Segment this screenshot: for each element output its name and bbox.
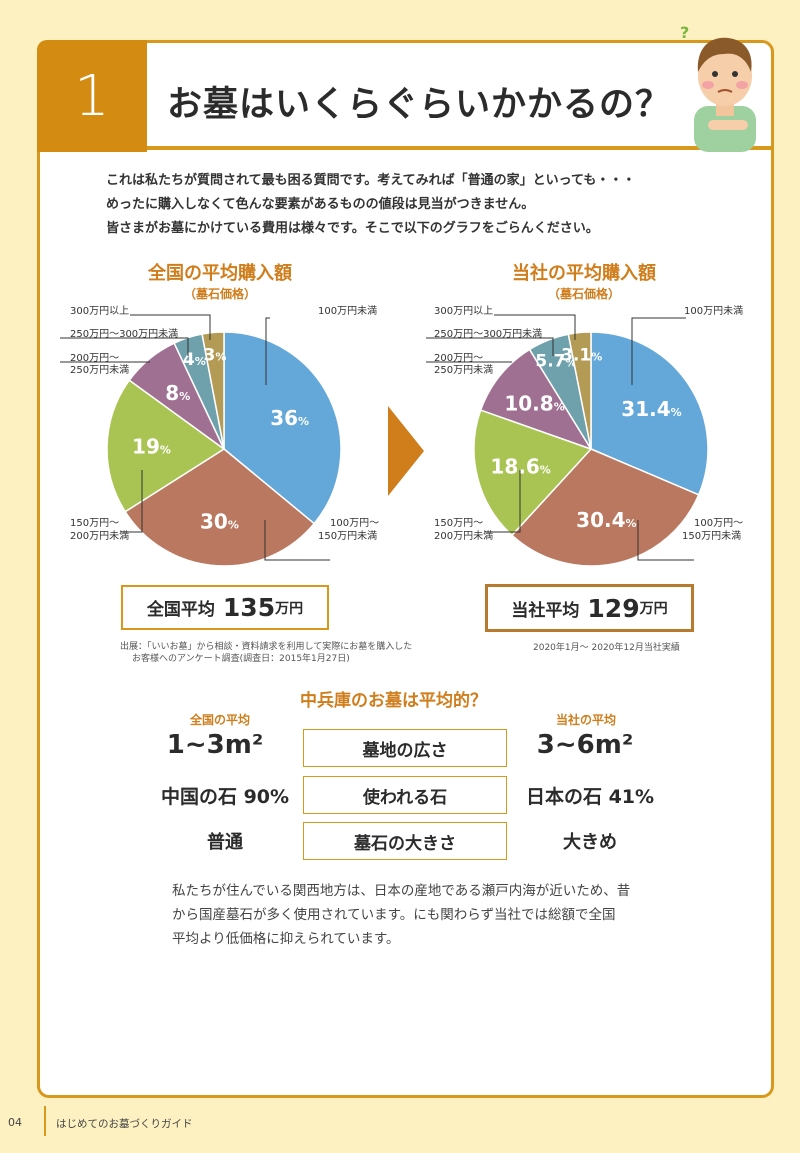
- legend-200b: 250万円未満: [434, 365, 494, 376]
- legend-100: 100万円未満: [684, 306, 744, 317]
- legend-150b: 200万円未満: [434, 531, 494, 542]
- closing-line: から国産墓石が多く使用されています。にも関わらず当社では総額で全国: [172, 907, 616, 923]
- row-label-size: 墓石の大きさ: [303, 822, 507, 860]
- legend-100a: 100万円〜: [330, 518, 380, 529]
- national-chart-title: 全国の平均購入額: [148, 263, 292, 284]
- closing-line: 平均より低価格に抑えられています。: [172, 931, 400, 947]
- intro-text: これは私たちが質問されて最も困る質問です。考えてみれば「普通の家」といっても・・…: [106, 169, 706, 241]
- legend-150b: 200万円未満: [70, 531, 130, 542]
- closing-text: 私たちが住んでいる関西地方は、日本の産地である瀬戸内海が近いため、昔 から国産墓…: [172, 879, 662, 951]
- title-underline: [147, 146, 774, 150]
- legend-100b: 150万円未満: [682, 531, 742, 542]
- national-source-note-2: お客様へのアンケート調査(調査日：2015年1月27日): [132, 654, 350, 664]
- company-size: 大きめ: [563, 832, 617, 853]
- company-chart-title: 当社の平均購入額: [512, 263, 656, 284]
- company-average-label: 当社平均: [511, 600, 580, 621]
- closing-line: 私たちが住んでいる関西地方は、日本の産地である瀬戸内海が近いため、昔: [172, 883, 631, 899]
- legend-100a: 100万円〜: [694, 518, 744, 529]
- national-average-value: 135: [222, 593, 276, 622]
- national-source-note: 出展：「いいお墓」から相談・資料請求を利用して実際にお墓を購入した: [120, 642, 413, 652]
- company-average-unit: 万円: [639, 601, 668, 617]
- national-average-unit: 万円: [275, 600, 304, 617]
- row-label-plot-size: 墓地の広さ: [303, 729, 507, 767]
- national-plot-size: 1~3m²: [166, 730, 264, 760]
- section-header: 1 お墓はいくらぐらいかかるの？: [37, 40, 774, 152]
- row-label-stone: 使われる石: [303, 776, 507, 814]
- legend-250: 250万円〜300万円未満: [434, 329, 543, 340]
- legend-100b: 150万円未満: [318, 531, 378, 542]
- legend-150a: 150万円〜: [70, 518, 120, 529]
- footer-title: はじめてのお墓づくりガイド: [56, 1118, 193, 1130]
- national-stone: 中国の石 90%: [160, 786, 290, 808]
- comparison-title: 中兵庫のお墓は平均的？: [300, 691, 487, 711]
- legend-250: 250万円〜300万円未満: [70, 329, 179, 340]
- national-column-head: 全国の平均: [190, 713, 251, 727]
- page-title: お墓はいくらぐらいかかるの？: [167, 85, 672, 125]
- company-column-head: 当社の平均: [556, 713, 617, 727]
- legend-100: 100万円未満: [318, 306, 378, 317]
- intro-line: これは私たちが質問されて最も困る質問です。考えてみれば「普通の家」といっても・・…: [106, 173, 636, 188]
- company-average-value: 129: [587, 593, 640, 623]
- legend-200a: 200万円〜: [434, 353, 484, 364]
- company-chart-subtitle: （墓石価格）: [548, 287, 621, 301]
- national-average-box: 全国平均 135 万円: [121, 585, 329, 630]
- thinking-man-illustration: ?: [680, 23, 756, 152]
- content-card: [37, 40, 774, 1098]
- national-chart-subtitle: （墓石価格）: [184, 287, 257, 301]
- right-arrow-icon: [388, 406, 424, 496]
- legend-150a: 150万円〜: [434, 518, 484, 529]
- national-size: 普通: [207, 832, 243, 853]
- section-number: 1: [37, 40, 147, 152]
- company-source-note: 2020年1月〜 2020年12月当社実績: [533, 643, 680, 653]
- page-number: 04: [8, 1116, 22, 1129]
- company-stone: 日本の石 41%: [525, 786, 655, 808]
- intro-line: めったに購入しなくて色んな要素があるものの値段は見当がつきません。: [106, 197, 535, 212]
- company-plot-size: 3~6m²: [536, 730, 634, 760]
- legend-200b: 250万円未満: [70, 365, 130, 376]
- question-mark-icon: ?: [680, 23, 689, 42]
- legend-200a: 200万円〜: [70, 353, 120, 364]
- intro-line: 皆さまがお墓にかけている費用は様々です。そこで以下のグラフをごらんください。: [106, 221, 599, 236]
- national-average-label: 全国平均: [146, 600, 215, 620]
- legend-300: 300万円以上: [434, 306, 494, 317]
- legend-300: 300万円以上: [70, 306, 130, 317]
- footer-divider: [44, 1106, 46, 1136]
- company-average-box: 当社平均 129 万円: [485, 584, 694, 632]
